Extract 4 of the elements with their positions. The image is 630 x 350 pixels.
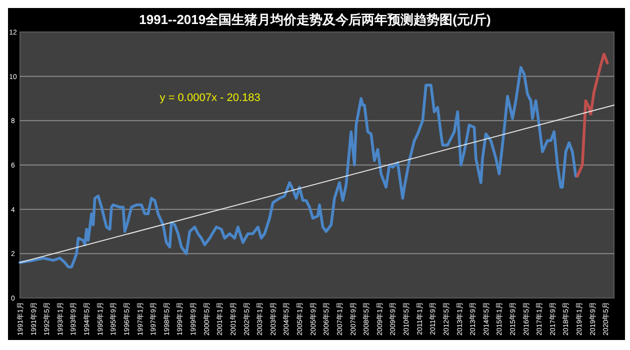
line-series (576, 52, 609, 178)
line-series (18, 66, 579, 268)
annotation: y = 0.0007x - 20.183 (160, 92, 260, 104)
chart-title: 1991--2019全国生猪月均价走势及今后两年预测趋势图(元/斤) (139, 12, 491, 27)
